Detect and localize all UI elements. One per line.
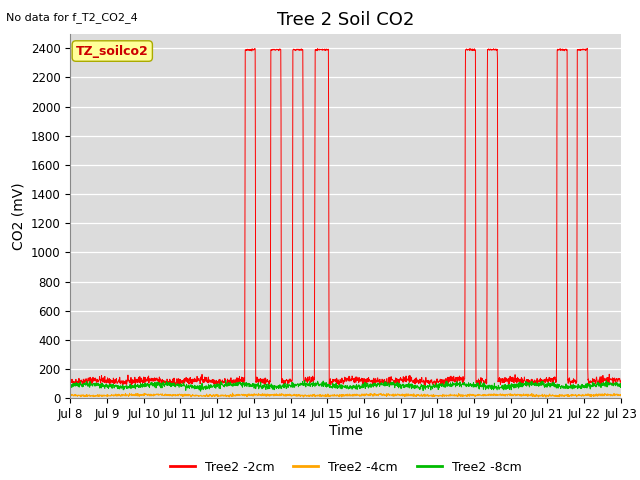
Tree2 -4cm xyxy=(320,393,328,399)
Tree2 -4cm xyxy=(67,392,74,398)
Tree2 -8cm xyxy=(95,381,102,387)
Tree2 -4cm xyxy=(601,392,609,397)
Tree2 -2cm xyxy=(500,377,508,383)
Tree2 -2cm xyxy=(67,378,74,384)
Tree2 -4cm xyxy=(95,392,102,398)
Title: Tree 2 Soil CO2: Tree 2 Soil CO2 xyxy=(277,11,414,29)
Text: TZ_soilco2: TZ_soilco2 xyxy=(76,45,148,58)
Tree2 -4cm xyxy=(228,390,236,396)
Tree2 -2cm xyxy=(95,377,102,383)
Line: Tree2 -2cm: Tree2 -2cm xyxy=(70,48,621,387)
Tree2 -2cm xyxy=(370,384,378,390)
Tree2 -2cm xyxy=(601,376,609,382)
Text: No data for f_T2_CO2_4: No data for f_T2_CO2_4 xyxy=(6,12,138,23)
Tree2 -4cm xyxy=(617,393,625,398)
Tree2 -2cm xyxy=(617,379,625,385)
Tree2 -8cm xyxy=(601,384,609,389)
Tree2 -4cm xyxy=(335,392,342,398)
Tree2 -8cm xyxy=(335,384,342,390)
Tree2 -2cm xyxy=(584,46,591,51)
Tree2 -4cm xyxy=(602,392,609,398)
Tree2 -8cm xyxy=(602,380,609,386)
Line: Tree2 -8cm: Tree2 -8cm xyxy=(70,381,621,391)
Tree2 -4cm xyxy=(542,395,550,400)
Tree2 -8cm xyxy=(500,383,508,389)
Tree2 -4cm xyxy=(500,392,508,397)
Tree2 -8cm xyxy=(320,382,328,387)
X-axis label: Time: Time xyxy=(328,424,363,438)
Legend: Tree2 -2cm, Tree2 -4cm, Tree2 -8cm: Tree2 -2cm, Tree2 -4cm, Tree2 -8cm xyxy=(165,456,526,479)
Line: Tree2 -4cm: Tree2 -4cm xyxy=(70,393,621,397)
Tree2 -8cm xyxy=(617,381,625,386)
Tree2 -2cm xyxy=(334,377,342,383)
Tree2 -8cm xyxy=(301,378,308,384)
Tree2 -8cm xyxy=(196,388,204,394)
Y-axis label: CO2 (mV): CO2 (mV) xyxy=(12,182,26,250)
Tree2 -8cm xyxy=(67,383,74,389)
Tree2 -2cm xyxy=(602,378,609,384)
Tree2 -2cm xyxy=(319,47,327,52)
